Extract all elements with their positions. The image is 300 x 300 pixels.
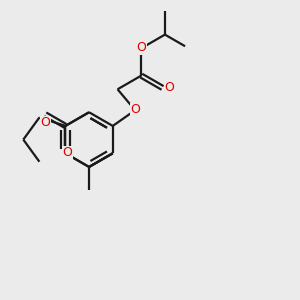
Text: O: O [164, 81, 174, 94]
Text: O: O [40, 116, 50, 129]
Text: O: O [136, 41, 146, 55]
Text: O: O [130, 103, 140, 116]
Text: O: O [62, 146, 72, 159]
